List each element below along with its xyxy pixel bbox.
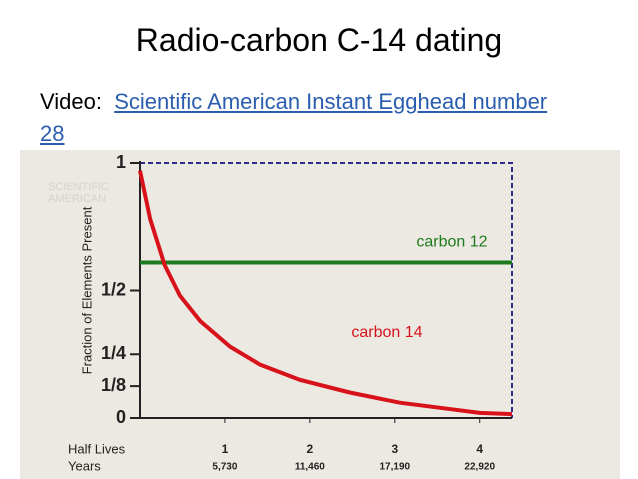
years-row-label: Years — [68, 458, 101, 473]
y-tick-label: 1/8 — [101, 375, 126, 395]
video-link[interactable]: Scientific American Instant Egghead numb… — [40, 89, 548, 146]
y-tick-label: 1/2 — [101, 279, 126, 299]
slide-title: Radio-carbon C-14 dating — [135, 22, 503, 58]
year-label: 11,460 — [295, 462, 325, 473]
year-label: 17,190 — [379, 462, 410, 473]
x-tick-label: 1 — [222, 442, 229, 456]
x-tick-label: 2 — [307, 442, 314, 456]
x-row-label: Half Lives — [68, 441, 126, 456]
y-axis-label: Fraction of Elements Present — [79, 206, 94, 374]
y-tick-label: 0 — [116, 407, 126, 427]
chart-background — [20, 150, 620, 479]
series-label: carbon 12 — [416, 234, 487, 251]
watermark: AMERICAN — [48, 193, 106, 205]
year-label: 5,730 — [212, 462, 237, 473]
year-label: 22,920 — [464, 462, 495, 473]
series-line — [138, 170, 513, 417]
y-tick-label: 1/4 — [101, 343, 126, 363]
frame-dashed — [140, 162, 513, 418]
video-line: Video: Scientific American Instant Egghe… — [40, 86, 550, 150]
y-tick-label: 1 — [116, 152, 126, 172]
series-label: carbon 14 — [351, 324, 422, 341]
video-label: Video: — [40, 89, 102, 114]
x-tick-label: 3 — [391, 442, 398, 456]
watermark: SCIENTIFIC — [48, 181, 109, 193]
x-tick-label: 4 — [476, 442, 483, 456]
